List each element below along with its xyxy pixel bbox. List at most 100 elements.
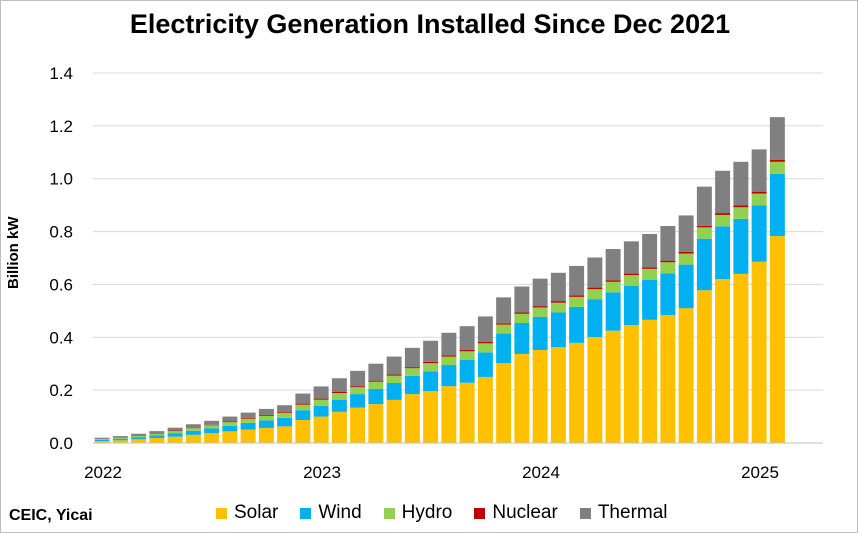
bar-hydro	[149, 434, 164, 436]
bar-wind	[533, 317, 548, 350]
bar-nuclear	[752, 192, 767, 194]
bar-hydro	[368, 382, 383, 389]
bar-solar	[697, 290, 712, 443]
bar-nuclear	[314, 399, 329, 400]
y-tick-label: 1.0	[49, 170, 73, 189]
y-tick-label: 0.8	[49, 223, 73, 242]
bar-nuclear	[423, 362, 438, 363]
bar-thermal	[259, 409, 274, 415]
bar-wind	[405, 376, 420, 394]
bar-hydro	[332, 393, 347, 400]
bar-hydro	[587, 289, 602, 299]
bar-hydro	[642, 269, 657, 280]
legend-label-hydro: Hydro	[402, 502, 453, 524]
legend-swatch-wind	[300, 508, 311, 519]
bar-nuclear	[441, 355, 456, 356]
bar-solar	[478, 377, 493, 443]
bar-hydro	[314, 400, 329, 406]
bar-wind	[697, 239, 712, 291]
bar-wind	[368, 389, 383, 404]
bar-thermal	[660, 226, 675, 261]
bar-wind	[423, 371, 438, 391]
bar-wind	[733, 219, 748, 274]
bar-solar	[441, 386, 456, 443]
bar-hydro	[679, 254, 694, 265]
bar-wind	[715, 226, 730, 279]
legend-item-wind: Wind	[300, 502, 361, 524]
bar-nuclear	[405, 367, 420, 368]
bar-thermal	[368, 364, 383, 381]
bar-thermal	[715, 171, 730, 213]
bar-nuclear	[222, 421, 237, 422]
legend-swatch-nuclear	[474, 508, 485, 519]
bar-wind	[587, 299, 602, 337]
bar-hydro	[405, 368, 420, 376]
x-tick-label: 2024	[522, 463, 560, 482]
bar-hydro	[770, 162, 785, 174]
bar-solar	[606, 331, 621, 443]
legend-swatch-thermal	[580, 508, 591, 519]
bar-wind	[460, 360, 475, 383]
bar-wind	[514, 323, 529, 354]
bar-wind	[131, 437, 146, 439]
bar-wind	[222, 426, 237, 432]
bar-hydro	[95, 439, 110, 440]
bar-thermal	[587, 257, 602, 287]
bar-solar	[204, 433, 219, 443]
bar-nuclear	[642, 267, 657, 269]
bar-wind	[679, 265, 694, 309]
bar-solar	[387, 400, 402, 443]
bar-thermal	[295, 394, 310, 404]
bar-thermal	[624, 241, 639, 273]
chart-legend: Solar Wind Hydro Nuclear Thermal	[216, 502, 690, 524]
bar-hydro	[423, 363, 438, 371]
bar-solar	[514, 354, 529, 443]
legend-label-nuclear: Nuclear	[492, 502, 557, 524]
bar-nuclear	[660, 261, 675, 263]
bar-nuclear	[259, 415, 274, 416]
bar-nuclear	[606, 280, 621, 282]
bar-thermal	[314, 386, 329, 398]
bar-hydro	[204, 425, 219, 428]
bar-hydro	[387, 376, 402, 383]
bar-wind	[441, 365, 456, 386]
bar-thermal	[423, 341, 438, 362]
bar-nuclear	[514, 312, 529, 313]
bar-wind	[569, 307, 584, 343]
bar-solar	[277, 426, 292, 443]
bar-nuclear	[168, 431, 183, 432]
bar-hydro	[551, 303, 566, 313]
legend-item-solar: Solar	[216, 502, 278, 524]
bar-hydro	[222, 422, 237, 426]
bar-solar	[770, 236, 785, 443]
bar-thermal	[113, 436, 128, 437]
bar-thermal	[606, 249, 621, 280]
bar-solar	[350, 408, 365, 443]
bar-solar	[660, 315, 675, 443]
bar-hydro	[533, 307, 548, 317]
bar-hydro	[113, 438, 128, 439]
bar-solar	[149, 438, 164, 443]
bar-thermal	[222, 417, 237, 422]
bar-hydro	[478, 343, 493, 352]
legend-swatch-solar	[216, 508, 227, 519]
bar-nuclear	[569, 295, 584, 297]
bar-solar	[423, 391, 438, 443]
bar-nuclear	[186, 428, 201, 429]
bar-hydro	[131, 436, 146, 437]
bar-wind	[168, 433, 183, 436]
bar-nuclear	[460, 350, 475, 351]
bar-thermal	[168, 428, 183, 431]
legend-item-nuclear: Nuclear	[474, 502, 557, 524]
bar-solar	[186, 435, 201, 443]
bar-thermal	[478, 316, 493, 342]
bar-wind	[332, 400, 347, 412]
bar-solar	[496, 363, 511, 443]
bar-solar	[368, 404, 383, 443]
bar-thermal	[186, 424, 201, 427]
bar-thermal	[496, 297, 511, 323]
bar-wind	[295, 410, 310, 420]
bar-hydro	[606, 282, 621, 293]
bar-solar	[679, 308, 694, 443]
